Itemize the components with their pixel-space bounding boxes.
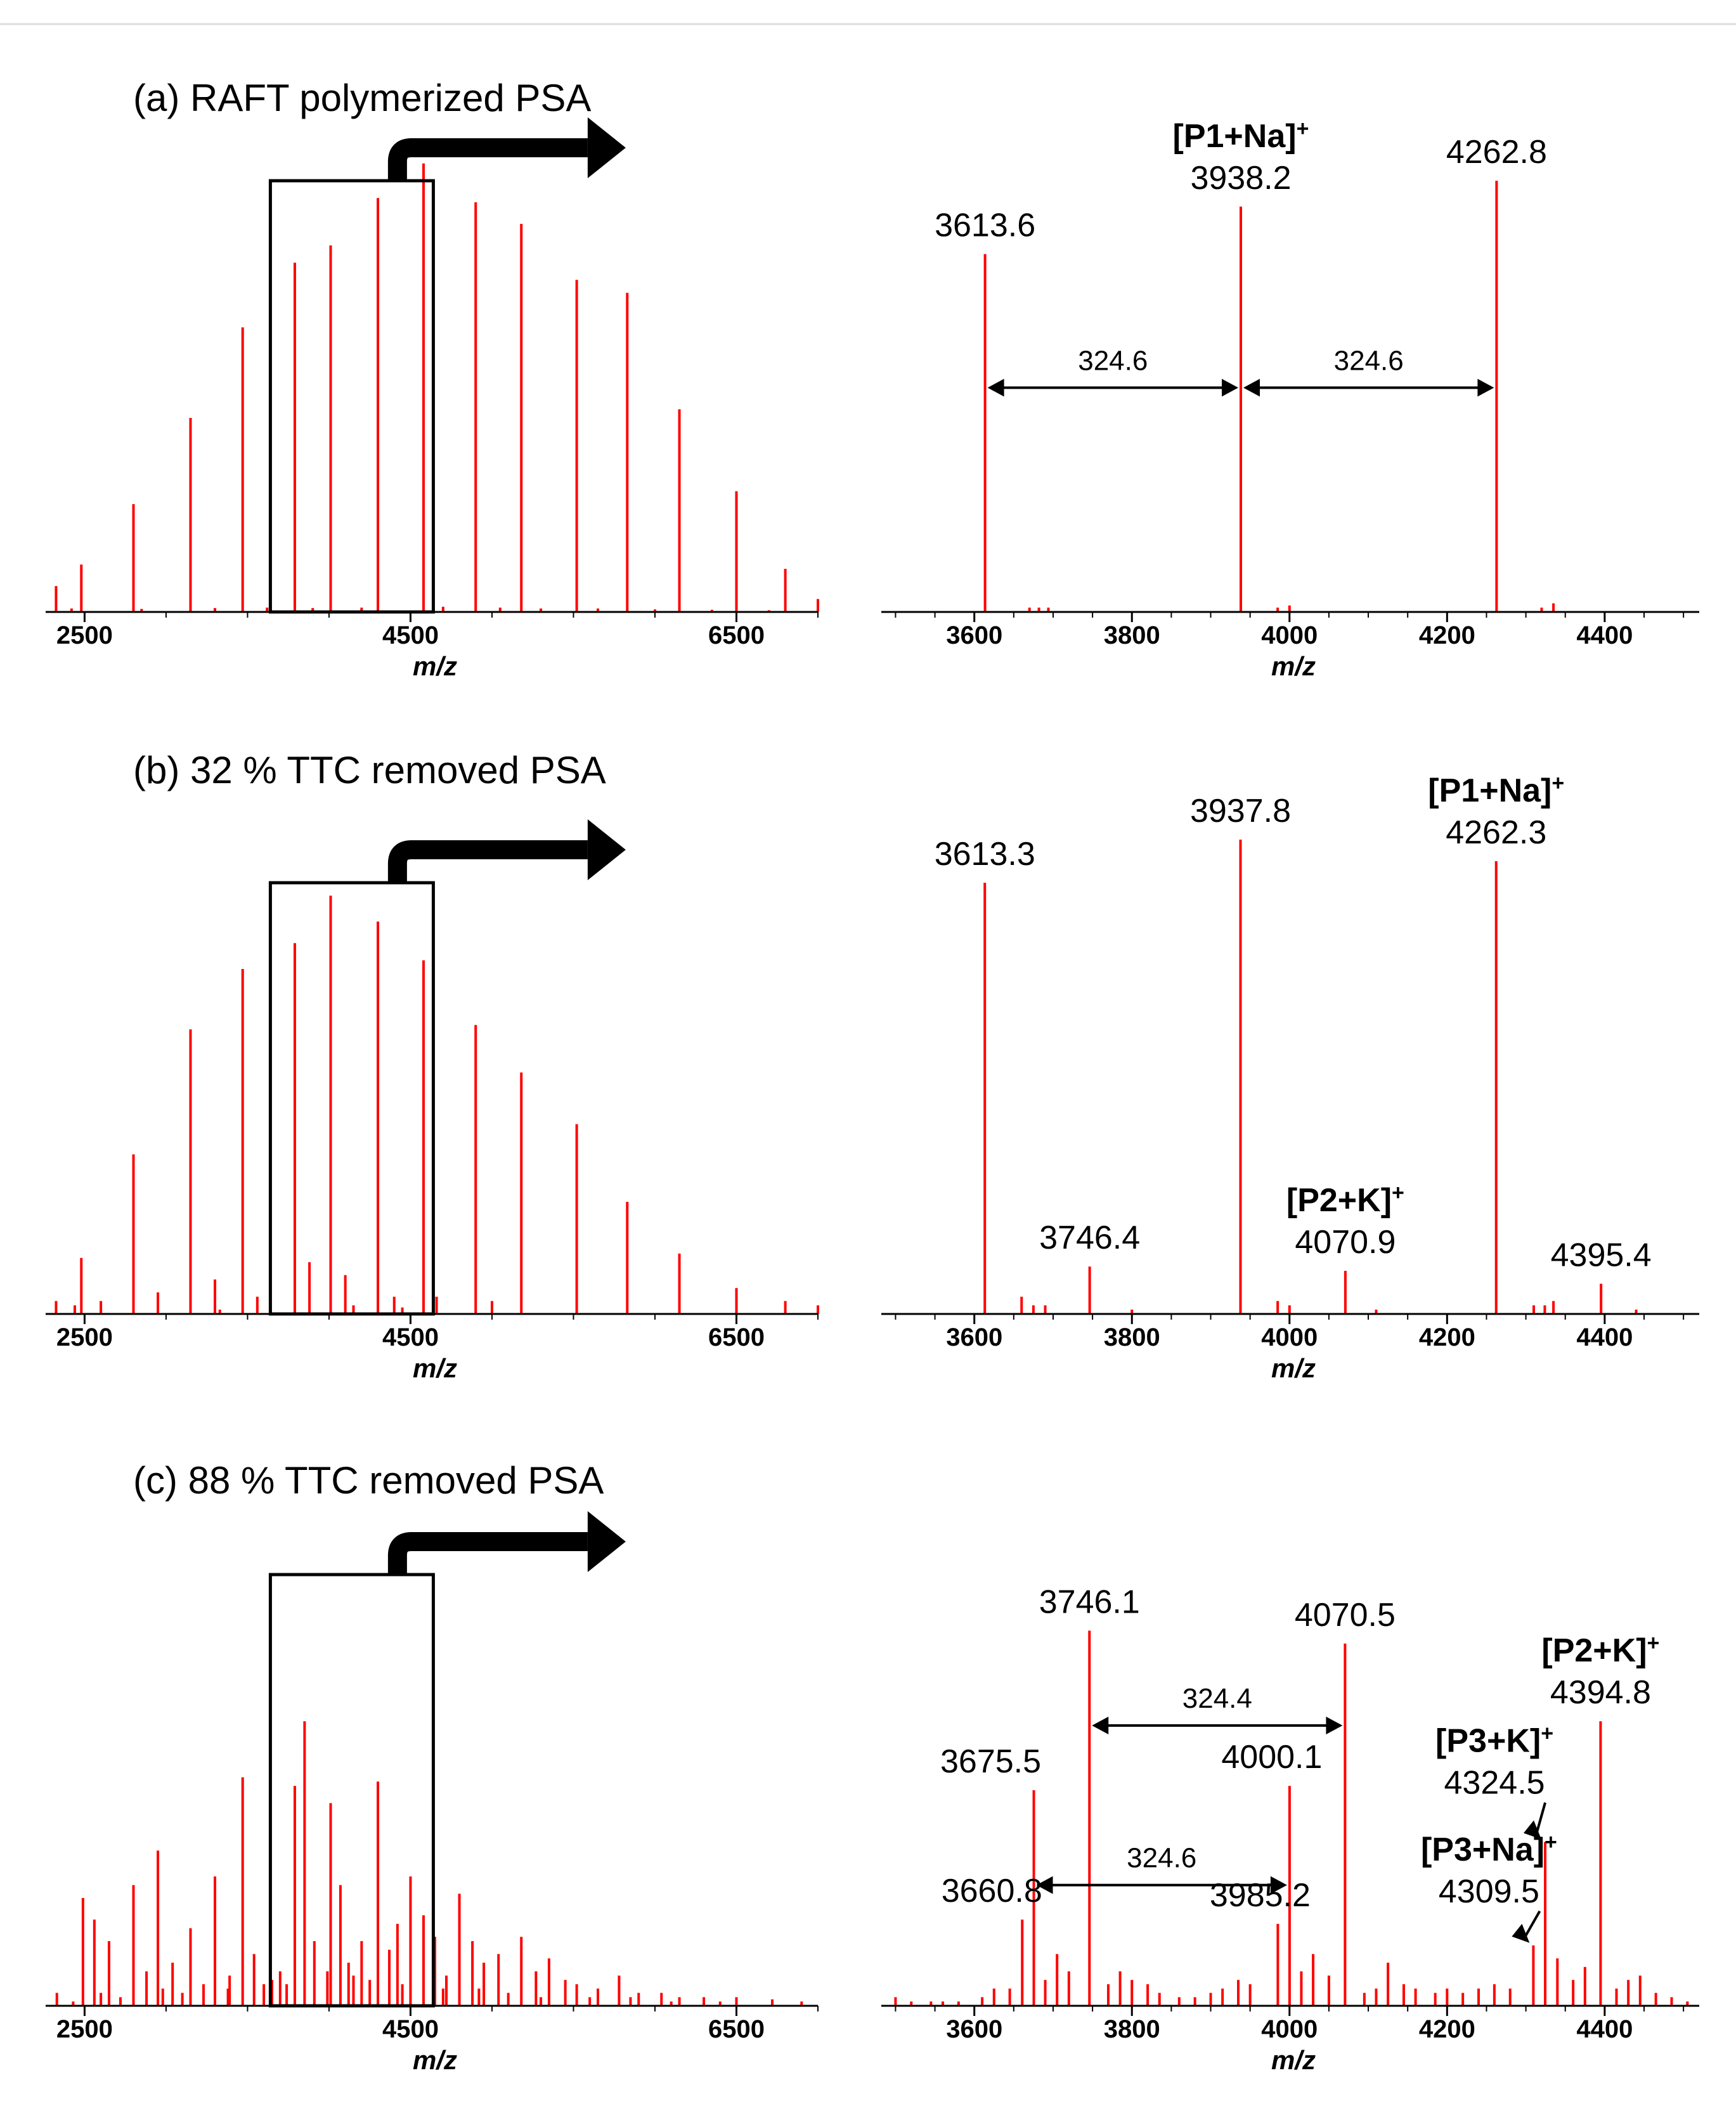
- peak-value-label: 3613.3: [935, 836, 1035, 873]
- spacing-label: 324.6: [1127, 1843, 1196, 1874]
- x-tick-label: 4400: [1576, 621, 1633, 649]
- ion-label: [P1+Na]+: [1173, 117, 1309, 155]
- x-tick-label: 2500: [56, 1323, 113, 1351]
- chart-c-overview: 2500 4500 6500 m/z (c) 88 % TTC removed PSA: [46, 1459, 819, 2075]
- spacing-arrow-head-right: [1477, 379, 1494, 397]
- peak-value-label: 4070.9: [1295, 1224, 1396, 1261]
- spacing-arrow-head-left: [987, 379, 1004, 397]
- ion-label: [P2+K]+: [1286, 1181, 1404, 1219]
- peak-value-label: 4262.8: [1446, 134, 1547, 171]
- ion-charge: +: [1297, 117, 1309, 141]
- chart-c-zoom: 3600 3800 4000 4200 4400 m/z 3660.8 3675.5 3746.…: [881, 1583, 1699, 2075]
- peak-value-label: 4070.5: [1295, 1597, 1396, 1634]
- zoom-arrow-shaft: [387, 138, 588, 181]
- zoom-arrow-head: [587, 1511, 626, 1572]
- callout-arrow-line: [1523, 1910, 1541, 1939]
- ion-label: [P2+K]+: [1541, 1631, 1659, 1669]
- x-tick-label: 4400: [1576, 1323, 1633, 1351]
- x-tick-label: 3600: [946, 621, 1002, 649]
- callout-arrow-head: [1512, 1923, 1530, 1943]
- ion-label: [P1+Na]+: [1428, 771, 1564, 809]
- x-tick-label: 6500: [708, 2015, 765, 2043]
- callout-arrow-head: [1524, 1820, 1542, 1840]
- x-axis-label: m/z: [1271, 1353, 1316, 1383]
- ion-label: [P3+Na]+: [1421, 1830, 1557, 1868]
- x-tick-label: 3800: [1104, 621, 1160, 649]
- chart-a-overview: 2500 4500 6500 m/z (a) RAFT polymerized PSA: [46, 77, 819, 681]
- spacing-arrow-head-left: [1092, 1717, 1109, 1734]
- zoom-box: [268, 1573, 435, 2008]
- peak-value-label: 3660.8: [942, 1873, 1042, 1909]
- x-tick-label: 4000: [1261, 1323, 1318, 1351]
- x-tick-label: 6500: [708, 621, 765, 649]
- x-tick-label: 4500: [382, 2015, 439, 2043]
- peak-value-label: 3746.4: [1039, 1219, 1140, 1256]
- peak-value-label: 3613.6: [935, 207, 1035, 244]
- x-tick-label: 3600: [946, 1323, 1002, 1351]
- spacing-arrow-head-right: [1326, 1717, 1343, 1734]
- spacing-arrow-head-right: [1270, 1876, 1287, 1894]
- x-tick-label: 2500: [56, 2015, 113, 2043]
- chart-b-zoom: 3600 3800 4000 4200 4400 m/z 3613.3 3746.4 3937.…: [881, 771, 1699, 1383]
- ion-charge: +: [1541, 1722, 1553, 1746]
- x-tick-label: 3800: [1104, 2015, 1160, 2043]
- x-tick-label: 4200: [1419, 1323, 1475, 1351]
- x-axis-label: m/z: [1271, 651, 1316, 681]
- ion-charge: +: [1545, 1830, 1557, 1854]
- peak-value-label: 3746.1: [1039, 1583, 1140, 1620]
- x-tick-label: 4200: [1419, 2015, 1475, 2043]
- x-tick-label: 3600: [946, 2015, 1002, 2043]
- callout-arrow-line: [1535, 1802, 1546, 1835]
- chart-title: (b) 32 % TTC removed PSA: [133, 749, 606, 791]
- peak-value-label: 4309.5: [1439, 1873, 1539, 1910]
- spacing-label: 324.6: [1078, 345, 1148, 376]
- zoom-arrow-head: [587, 117, 626, 178]
- peak-value-label: 4000.1: [1221, 1739, 1322, 1776]
- peak-value-label: 4324.5: [1444, 1765, 1545, 1802]
- zoom-arrow-shaft: [387, 1532, 588, 1575]
- chart-title: (c) 88 % TTC removed PSA: [133, 1459, 604, 1502]
- peak-value-label: 3938.2: [1190, 160, 1291, 197]
- ion-label: [P3+K]+: [1435, 1722, 1553, 1760]
- x-tick-label: 4000: [1261, 2015, 1318, 2043]
- x-tick-label: 6500: [708, 1323, 765, 1351]
- x-tick-label: 4500: [382, 621, 439, 649]
- x-axis-label: m/z: [1271, 2045, 1316, 2075]
- x-axis-label: m/z: [413, 651, 457, 681]
- chart-a-zoom: 3600 3800 4000 4200 4400 m/z 3613.6 3938.2 [P1+N…: [881, 117, 1699, 681]
- x-tick-label: 3800: [1104, 1323, 1160, 1351]
- spacing-arrow-head-left: [1243, 379, 1260, 397]
- ion-charge: +: [1392, 1181, 1404, 1205]
- spacing-label: 324.6: [1334, 345, 1404, 376]
- peak-value-label: 4394.8: [1550, 1674, 1651, 1711]
- x-tick-label: 4500: [382, 1323, 439, 1351]
- ion-charge: +: [1551, 771, 1564, 795]
- chart-title: (a) RAFT polymerized PSA: [133, 77, 591, 119]
- peak-value-label: 4395.4: [1551, 1237, 1652, 1273]
- x-tick-label: 4200: [1419, 621, 1475, 649]
- spacing-label: 324.4: [1182, 1683, 1252, 1714]
- ion-charge: +: [1647, 1631, 1660, 1655]
- peak-value-label: 3675.5: [940, 1743, 1041, 1780]
- peak-value-label: 3937.8: [1190, 793, 1291, 829]
- zoom-box: [268, 881, 435, 1316]
- spacing-arrow-head-left: [1036, 1876, 1053, 1894]
- peak-value-label: 3985.2: [1210, 1877, 1311, 1914]
- peak-value-label: 4262.3: [1446, 814, 1546, 851]
- spacing-arrow-head-right: [1221, 379, 1238, 397]
- zoom-box: [268, 179, 435, 614]
- zoom-arrow-shaft: [387, 840, 588, 883]
- x-tick-label: 4000: [1261, 621, 1318, 649]
- zoom-arrow-head: [587, 819, 626, 880]
- x-axis-label: m/z: [413, 1353, 457, 1383]
- chart-b-overview: 2500 4500 6500 m/z (b) 32 % TTC removed PSA: [46, 749, 819, 1383]
- x-axis-label: m/z: [413, 2045, 457, 2075]
- x-tick-label: 4400: [1576, 2015, 1633, 2043]
- x-tick-label: 2500: [56, 621, 113, 649]
